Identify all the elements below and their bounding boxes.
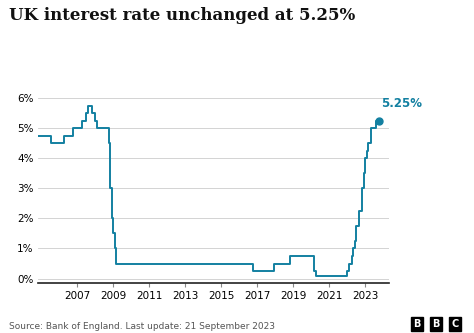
Text: B: B: [413, 319, 421, 329]
Text: C: C: [451, 319, 459, 329]
Text: B: B: [432, 319, 440, 329]
Text: Source: Bank of England. Last update: 21 September 2023: Source: Bank of England. Last update: 21…: [9, 322, 275, 331]
Text: 5.25%: 5.25%: [381, 97, 421, 110]
Text: UK interest rate unchanged at 5.25%: UK interest rate unchanged at 5.25%: [9, 7, 356, 24]
